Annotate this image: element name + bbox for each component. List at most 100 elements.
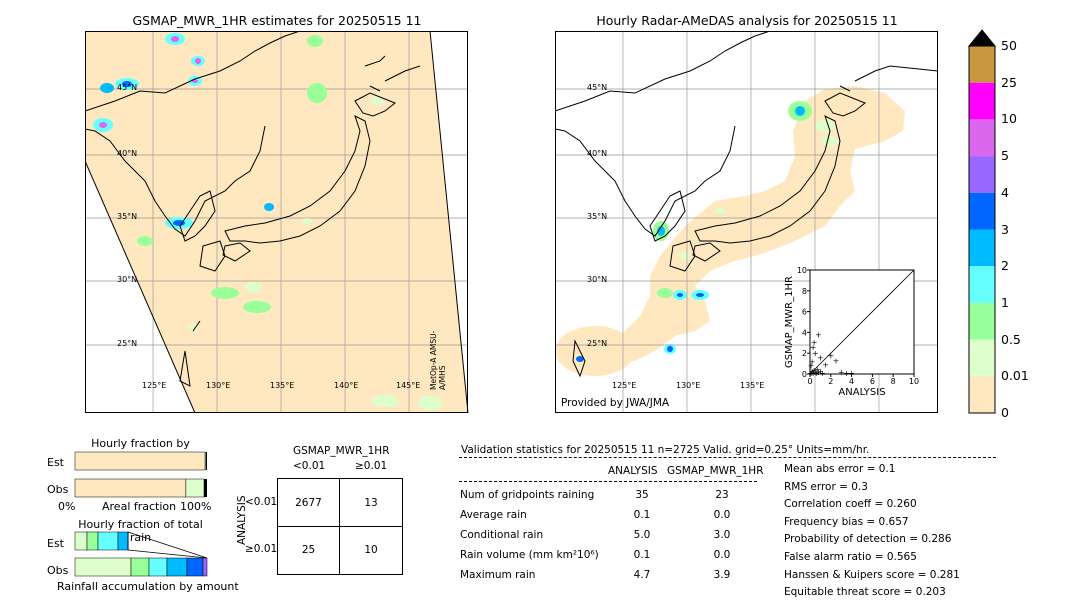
colorbar-overflow (968, 29, 996, 47)
right-lat-label: 45°N (587, 83, 608, 92)
scatter-y-tick: 8 (802, 287, 807, 296)
right-lon-label: 130°E (676, 381, 701, 390)
cell-hit-none: 2677 (295, 497, 322, 509)
scatter-x-tick: 4 (849, 377, 854, 386)
colorbar-tick-label: 3 (1001, 221, 1009, 237)
scatter-point: + (812, 368, 819, 377)
left-lon-label: 145°E (396, 381, 421, 390)
score-line: Frequency bias = 0.657 (784, 515, 909, 528)
scatter-ylabel: GSMAP_MWR_1HR (784, 276, 795, 368)
jma-credit: Provided by JWA/JMA (561, 397, 670, 409)
colorbar-segment (969, 156, 995, 193)
right-lon-label: 135°E (740, 381, 765, 390)
scatter-point: + (817, 367, 824, 376)
total-rain-bars (74, 531, 208, 577)
stat-analysis-value: 35 (635, 489, 649, 501)
stat-analysis-value: 4.7 (633, 569, 651, 581)
scatter-y-tick: 6 (802, 308, 807, 317)
colorbar-tick-label: 0 (1001, 405, 1009, 420)
stat-label: Maximum rain (460, 569, 536, 581)
scatter-point: + (808, 369, 815, 378)
contingency-col-lt: <0.01 (293, 460, 326, 472)
occ-axis-right: 100% (180, 500, 212, 513)
score-line: False alarm ratio = 0.565 (784, 551, 917, 563)
scatter-point: + (833, 356, 840, 365)
colorbar-segment (969, 119, 995, 157)
scatter-point: + (815, 368, 822, 377)
left-lon-label: 130°E (206, 381, 231, 390)
sensor-label: MetOp-A AMSU-A/MHS (429, 330, 447, 390)
colorbar-tick-label: 4 (1001, 184, 1009, 200)
right-map-title: Hourly Radar-AMeDAS analysis for 2025051… (596, 13, 898, 28)
scatter-point: + (810, 343, 817, 352)
colorbar-labels: 50 25 10 5 4 3 2 1 0.5 0.01 0 (999, 0, 1039, 420)
stat-analysis-value: 0.1 (633, 549, 651, 561)
stat-label: Average rain (460, 509, 527, 521)
scatter-point: + (815, 330, 822, 339)
occ-est-bar (74, 451, 206, 471)
scatter-point: + (809, 358, 816, 367)
left-map (85, 31, 469, 414)
occ-obs-bar (74, 478, 187, 498)
scatter-point: + (811, 366, 818, 375)
scatter-point: + (814, 365, 821, 374)
colorbar-segment (969, 192, 995, 230)
scatter-x-tick: 6 (870, 377, 875, 386)
stat-gsmap-value: 0.0 (713, 549, 731, 561)
right-map-labels: 45°N 40°N 35°N 30°N 25°N 125°E 130°E 135… (555, 31, 939, 415)
colorbar-tick-label: 50 (1001, 38, 1017, 53)
scatter-point: + (810, 369, 817, 378)
right-lat-label: 35°N (587, 212, 608, 221)
scatter-x-tick: 10 (909, 377, 919, 386)
right-lat-label: 30°N (587, 275, 608, 284)
cell-false-alarm: 13 (364, 497, 378, 509)
colorbar (968, 29, 996, 414)
right-lat-label: 40°N (587, 149, 608, 158)
stat-gsmap-value: 3.0 (713, 529, 731, 541)
left-lat-label: 25°N (117, 339, 138, 348)
colorbar-segment (969, 266, 995, 303)
validation-header: Validation statistics for 20250515 11 n=… (461, 444, 870, 456)
scatter-x-tick: 0 (807, 377, 812, 386)
colorbar-segment (969, 339, 995, 377)
colorbar-tick-label: 2 (1001, 258, 1009, 274)
occ-axis-left: 0% (58, 500, 76, 513)
total-rain-footer: Rainfall accumulation by amount (57, 580, 239, 593)
col-analysis: ANALYSIS (608, 465, 658, 477)
colorbar-segment (969, 82, 995, 120)
contingency-col-ge: ≥0.01 (355, 460, 388, 472)
contingency-title: GSMAP_MWR_1HR (293, 445, 390, 457)
score-line: Hanssen & Kuipers score = 0.281 (784, 568, 960, 581)
stat-analysis-value: 5.0 (633, 529, 651, 541)
validation-dash-line (459, 457, 996, 458)
colorbar-tick-label: 0.01 (1001, 368, 1029, 384)
left-lon-label: 125°E (142, 381, 167, 390)
stat-gsmap-value: 0.0 (713, 509, 731, 521)
colorbar-segment (969, 229, 995, 267)
left-lon-label: 140°E (334, 381, 359, 390)
validation-col-underline (459, 481, 757, 482)
left-lat-label: 30°N (117, 275, 138, 284)
scatter-point: + (827, 351, 834, 360)
scatter-xlabel: ANALYSIS (838, 387, 885, 398)
one-to-one-line (809, 269, 915, 375)
scatter-point: + (808, 362, 815, 371)
colorbar-tick-label: 10 (1001, 111, 1017, 127)
occ-obs-label: Obs (47, 483, 69, 496)
col-gsmap: GSMAP_MWR_1HR (667, 465, 764, 477)
colorbar-tick-label: 25 (1001, 74, 1017, 90)
occ-axis-mid: Areal fraction (102, 500, 177, 513)
scatter-y-tick: 2 (802, 349, 807, 358)
stat-label: Rain volume (mm km²10⁶) (460, 549, 599, 561)
score-line: Mean abs error = 0.1 (784, 463, 896, 475)
left-lat-label: 40°N (117, 149, 138, 158)
colorbar-segment (969, 46, 995, 83)
left-lon-label: 135°E (270, 381, 295, 390)
cell-hit: 10 (364, 544, 378, 556)
occ-est-label: Est (47, 456, 64, 469)
left-map-labels: 45°N 40°N 35°N 30°N 25°N 125°E 130°E 135… (85, 31, 469, 415)
colorbar-tick-label: 1 (1001, 294, 1009, 310)
occurrence-bars (74, 451, 207, 498)
colorbar-tick-label: 5 (1001, 148, 1009, 164)
stat-label: Conditional rain (460, 529, 544, 541)
